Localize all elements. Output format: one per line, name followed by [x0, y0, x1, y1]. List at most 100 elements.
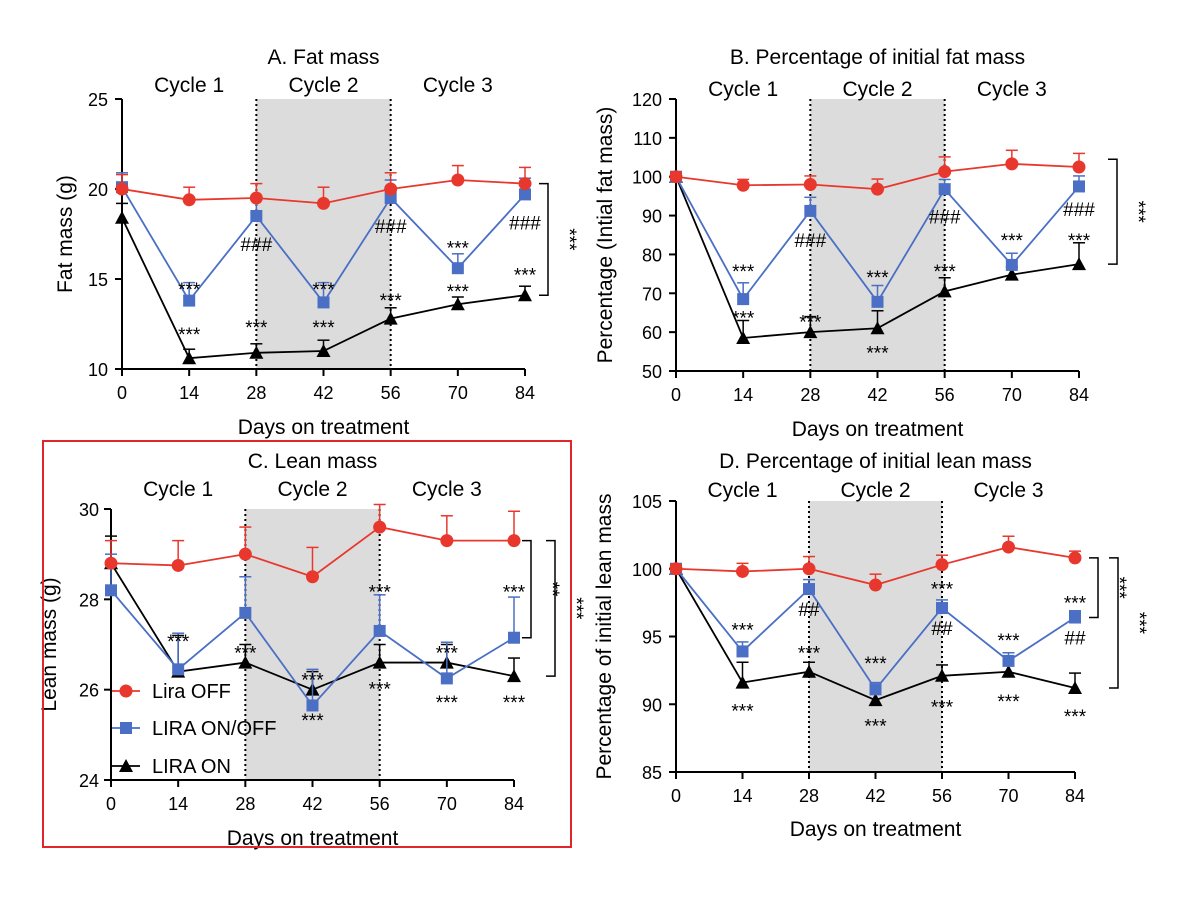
data-point [115, 182, 129, 196]
significance-label: ## [1064, 629, 1086, 650]
data-point [1005, 258, 1018, 271]
data-point [519, 188, 531, 201]
y-axis-label: Fat mass (g) [54, 175, 77, 293]
significance-label: *** [1064, 707, 1087, 728]
significance-label: *** [931, 580, 954, 601]
data-point [804, 204, 817, 217]
panel-title: C. Lean mass [248, 450, 378, 473]
significance-label: ### [375, 217, 407, 238]
data-point [736, 564, 749, 578]
x-tick-label: 84 [1065, 786, 1085, 806]
significance-label: *** [369, 679, 392, 700]
significance-label: *** [167, 632, 190, 653]
significance-bracket: *** [1108, 158, 1148, 265]
data-point [171, 558, 185, 572]
data-point [384, 182, 398, 196]
x-tick-label: 14 [168, 794, 188, 814]
x-tick-label: 56 [932, 786, 952, 806]
data-point [1002, 540, 1015, 554]
bracket-line [546, 539, 556, 677]
data-point [735, 675, 750, 689]
data-point [238, 547, 252, 561]
data-point [938, 165, 952, 179]
panel-b-percentage-fat-mass: 0 14 28 42 56 70 84 50 60 70 80 90 100 110 120 B. Perce… [594, 46, 1148, 441]
x-axis-label: Days on treatment [792, 418, 964, 441]
y-tick-label: 24 [79, 771, 99, 791]
data-point [803, 583, 815, 596]
y-tick-label: 50 [642, 362, 662, 382]
significance-label: *** [514, 266, 537, 287]
data-point [450, 297, 465, 311]
series-lira-on [115, 202, 532, 365]
x-tick-label: 84 [515, 383, 535, 403]
data-point [871, 182, 884, 196]
y-tick-label: 26 [79, 681, 99, 701]
significance-label: *** [864, 654, 887, 675]
significance-label: ### [509, 213, 541, 234]
legend-marker [119, 684, 133, 698]
significance-bracket: *** [1089, 557, 1129, 619]
data-point [669, 170, 683, 184]
cycle-label: Cycle 2 [842, 78, 912, 101]
significance-label: ## [931, 619, 953, 640]
data-point [938, 183, 951, 196]
significance-label: *** [731, 702, 754, 723]
data-point [383, 311, 398, 325]
data-point [736, 645, 749, 658]
significance-label: *** [731, 620, 754, 641]
x-tick-label: 0 [671, 385, 681, 405]
series-lira-off [104, 503, 521, 584]
x-tick-label: 28 [235, 794, 255, 814]
significance-bracket: *** [546, 539, 586, 677]
data-point [372, 655, 387, 669]
y-tick-label: 95 [642, 628, 662, 648]
bracket-label: *** [1128, 612, 1149, 635]
y-tick-label: 25 [88, 90, 108, 110]
y-tick-label: 100 [632, 168, 662, 188]
data-point [317, 296, 330, 309]
significance-label: *** [178, 280, 201, 301]
bracket-line [539, 182, 549, 296]
data-point [451, 262, 464, 275]
data-point [803, 325, 818, 339]
bracket-label: *** [1127, 201, 1148, 224]
x-tick-label: 42 [865, 786, 885, 806]
data-point [1002, 654, 1015, 667]
cycle-label: Cycle 2 [840, 479, 910, 502]
data-point [802, 562, 816, 576]
data-point [507, 534, 521, 548]
y-tick-label: 105 [632, 492, 662, 512]
significance-label: *** [312, 318, 335, 339]
data-point [871, 295, 884, 308]
y-axis-label: Lean mass (g) [38, 577, 61, 711]
legend: Lira OFF LIRA ON/OFF LIRA ON [112, 681, 276, 778]
data-point [316, 344, 331, 357]
x-tick-label: 14 [733, 385, 753, 405]
cycle-label: Cycle 1 [708, 78, 778, 101]
bracket-label: ** [541, 582, 562, 597]
significance-label: *** [934, 262, 957, 283]
x-tick-label: 42 [302, 794, 322, 814]
legend-label: Lira OFF [152, 681, 231, 703]
significance-label: *** [799, 312, 822, 333]
data-point [105, 584, 117, 597]
significance-label: *** [997, 631, 1020, 652]
x-axis-label: Days on treatment [238, 416, 410, 439]
x-tick-label: 70 [1002, 385, 1022, 405]
x-tick-label: 0 [671, 786, 681, 806]
x-tick-label: 42 [313, 383, 333, 403]
data-point [870, 321, 885, 335]
cycle-label: Cycle 3 [973, 479, 1043, 502]
data-point [451, 173, 465, 187]
data-point [440, 672, 453, 685]
y-tick-label: 30 [79, 500, 99, 520]
legend-item: Lira OFF [112, 681, 231, 703]
data-point [1073, 180, 1085, 193]
significance-label: *** [732, 262, 755, 283]
highlight-box [42, 440, 572, 848]
x-tick-label: 56 [935, 385, 955, 405]
significance-label: *** [312, 280, 335, 301]
significance-label: *** [798, 643, 821, 664]
panel-c-lean-mass: 0 14 28 42 56 70 84 24 26 28 30 C. Lean mass Cycle 1… [38, 450, 586, 850]
